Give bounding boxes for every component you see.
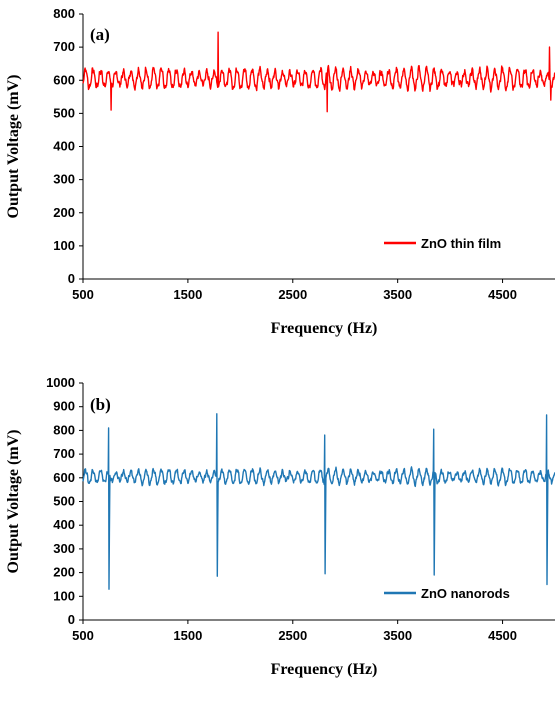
legend-label: ZnO nanorods [421,586,510,601]
y-tick-label: 900 [53,399,75,414]
legend-label: ZnO thin film [421,236,501,251]
x-tick-label: 500 [72,287,94,302]
y-tick-label: 1000 [46,375,75,390]
y-tick-label: 700 [53,446,75,461]
y-tick-label: 700 [53,39,75,54]
y-tick-label: 400 [53,139,75,154]
y-tick-label: 300 [53,172,75,187]
x-tick-label: 4500 [488,628,517,643]
chart-b: 0 100 200 300 400 500 600 700 800 900 1000 500 1500 2… [5,375,555,678]
y-tick-label: 400 [53,517,75,532]
x-tick-label: 2500 [278,628,307,643]
x-tick-label: 3500 [383,628,412,643]
y-tick-label: 600 [53,470,75,485]
panel-label: (b) [90,395,111,414]
y-tick-label: 0 [68,612,75,627]
x-axis-label: Frequency (Hz) [271,661,378,678]
x-tick-label: 4500 [488,287,517,302]
y-tick-label: 200 [53,205,75,220]
x-tick-label: 3500 [383,287,412,302]
y-tick-label: 600 [53,72,75,87]
chart-a: 0 100 200 300 400 500 600 700 800 500 1500 2500 3500… [5,6,555,337]
y-tick-label: 500 [53,105,75,120]
y-tick-label: 100 [53,238,75,253]
y-tick-label: 800 [53,6,75,21]
y-tick-label: 800 [53,422,75,437]
y-tick-label: 100 [53,588,75,603]
series-line [82,413,555,590]
y-axis-label: Output Voltage (mV) [5,429,22,573]
x-tick-label: 500 [72,628,94,643]
y-tick-label: 300 [53,541,75,556]
series-line [82,31,555,113]
y-axis-label: Output Voltage (mV) [5,74,22,218]
x-tick-label: 1500 [173,628,202,643]
y-tick-label: 200 [53,565,75,580]
y-tick-label: 500 [53,494,75,509]
panel-label: (a) [90,25,110,44]
x-tick-label: 1500 [173,287,202,302]
x-axis-label: Frequency (Hz) [271,320,378,337]
y-tick-label: 0 [68,271,75,286]
x-tick-label: 2500 [278,287,307,302]
